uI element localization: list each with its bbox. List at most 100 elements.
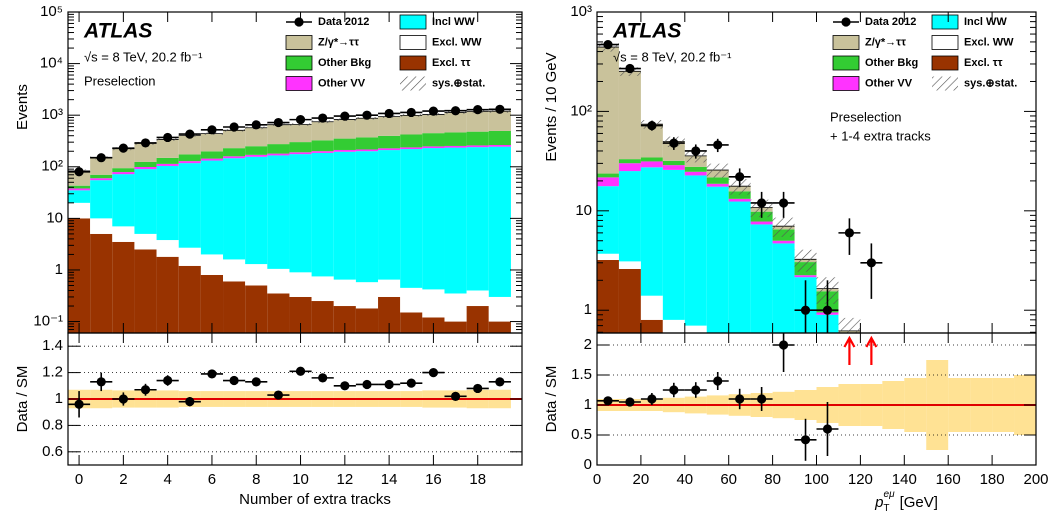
stack-segment bbox=[178, 154, 201, 162]
data-point bbox=[800, 305, 811, 315]
stack-segment bbox=[245, 285, 268, 333]
stack-segment bbox=[378, 150, 401, 280]
stack-segment bbox=[245, 154, 268, 157]
stack-segment bbox=[684, 166, 707, 172]
data-point bbox=[207, 125, 217, 135]
data-point bbox=[625, 63, 635, 74]
x-tick-label: 40 bbox=[676, 471, 693, 488]
x-axis-subscript: T bbox=[883, 503, 889, 514]
x-tick-label: 8 bbox=[252, 471, 260, 488]
legend-marker bbox=[294, 17, 304, 27]
y-tick-label: 10⁴ bbox=[40, 55, 63, 72]
stack-segment bbox=[333, 306, 356, 333]
x-axis-symbol: p bbox=[874, 494, 883, 511]
stack-segment bbox=[378, 296, 401, 333]
data-point bbox=[74, 167, 84, 177]
stack-segment bbox=[618, 261, 641, 269]
stack-segment bbox=[355, 149, 379, 152]
stack-segment bbox=[640, 167, 663, 296]
stack-segment bbox=[200, 151, 224, 159]
data-point bbox=[844, 228, 855, 238]
legend-label: Z/γ*→ττ bbox=[865, 36, 906, 48]
data-point bbox=[778, 340, 789, 350]
x-tick-label: 80 bbox=[764, 471, 781, 488]
x-tick-label: 60 bbox=[720, 471, 737, 488]
energy-label: √s = 8 TeV, 20.2 fb⁻¹ bbox=[84, 49, 203, 64]
stack-segment bbox=[156, 240, 179, 257]
y-axis-title: Data / SM bbox=[14, 366, 31, 433]
stack-segment bbox=[466, 147, 489, 291]
stack-segment bbox=[488, 111, 511, 131]
data-point bbox=[428, 106, 439, 116]
stack-segment bbox=[289, 142, 312, 153]
stack-segment bbox=[156, 256, 179, 333]
legend-swatch bbox=[931, 14, 959, 30]
data-point bbox=[647, 394, 657, 404]
stack-segment bbox=[289, 154, 312, 273]
data-point bbox=[362, 379, 372, 390]
data-point bbox=[822, 305, 833, 315]
x-tick-label: 160 bbox=[936, 471, 961, 488]
x-tick-label: 6 bbox=[208, 471, 216, 488]
legend-label: sys.⊕stat. bbox=[964, 77, 1017, 89]
stack-segment bbox=[466, 306, 489, 333]
stack-segment bbox=[378, 148, 401, 151]
stack-segment bbox=[200, 158, 224, 161]
data-point bbox=[273, 390, 283, 400]
legend-label: Excl. ττ bbox=[432, 57, 471, 69]
x-tick-label: 2 bbox=[119, 471, 127, 488]
experiment-label: ATLAS bbox=[83, 20, 152, 43]
data-point bbox=[669, 385, 679, 395]
x-tick-label: 140 bbox=[892, 471, 917, 488]
stack-segment bbox=[422, 114, 445, 134]
data-point bbox=[185, 129, 195, 139]
stack-segment bbox=[400, 312, 423, 333]
stack-segment bbox=[311, 121, 334, 141]
stack-segment bbox=[156, 165, 179, 241]
y-tick-label: 0.8 bbox=[42, 416, 63, 433]
data-point bbox=[118, 394, 128, 404]
stack-segment bbox=[378, 279, 401, 297]
legend-swatch bbox=[931, 35, 959, 50]
stack-segment bbox=[597, 177, 619, 187]
legend-swatch bbox=[285, 55, 313, 71]
stack-segment bbox=[134, 143, 157, 162]
stack-segment bbox=[223, 156, 246, 159]
stack-segment bbox=[355, 308, 379, 333]
stack-segment bbox=[444, 112, 467, 133]
stack-segment bbox=[112, 148, 135, 169]
stack-segment bbox=[311, 152, 334, 277]
legend-swatch bbox=[832, 76, 860, 91]
stack-segment bbox=[68, 188, 91, 191]
data-point bbox=[295, 115, 306, 125]
stack-segment bbox=[750, 221, 773, 225]
stack-segment bbox=[178, 247, 201, 266]
stack-segment bbox=[112, 172, 135, 175]
data-point bbox=[757, 198, 767, 208]
stack-segment bbox=[618, 71, 641, 160]
data-point bbox=[495, 104, 505, 114]
legend-label: Other VV bbox=[318, 77, 366, 89]
stack-segment bbox=[488, 145, 511, 147]
data-point bbox=[822, 424, 833, 434]
stack-segment bbox=[134, 233, 157, 250]
legend-label: Other VV bbox=[865, 77, 913, 89]
annotation: + 1-4 extra tracks bbox=[830, 128, 931, 143]
stack-segment bbox=[68, 218, 91, 333]
stack-segment bbox=[750, 224, 773, 333]
legend-swatch bbox=[399, 55, 427, 71]
stack-segment bbox=[134, 167, 157, 170]
legend-label: Data 2012 bbox=[318, 16, 369, 28]
data-point bbox=[207, 369, 217, 379]
uncertainty-hatch bbox=[289, 123, 312, 126]
stack-segment bbox=[200, 133, 224, 152]
stack-segment bbox=[640, 124, 663, 158]
stack-segment bbox=[400, 115, 423, 135]
stack-segment bbox=[112, 174, 135, 227]
stack-segment bbox=[728, 201, 751, 333]
stack-segment bbox=[662, 165, 685, 170]
stack-segment bbox=[355, 118, 379, 138]
stack-segment bbox=[90, 174, 113, 179]
stack-segment bbox=[267, 124, 290, 145]
